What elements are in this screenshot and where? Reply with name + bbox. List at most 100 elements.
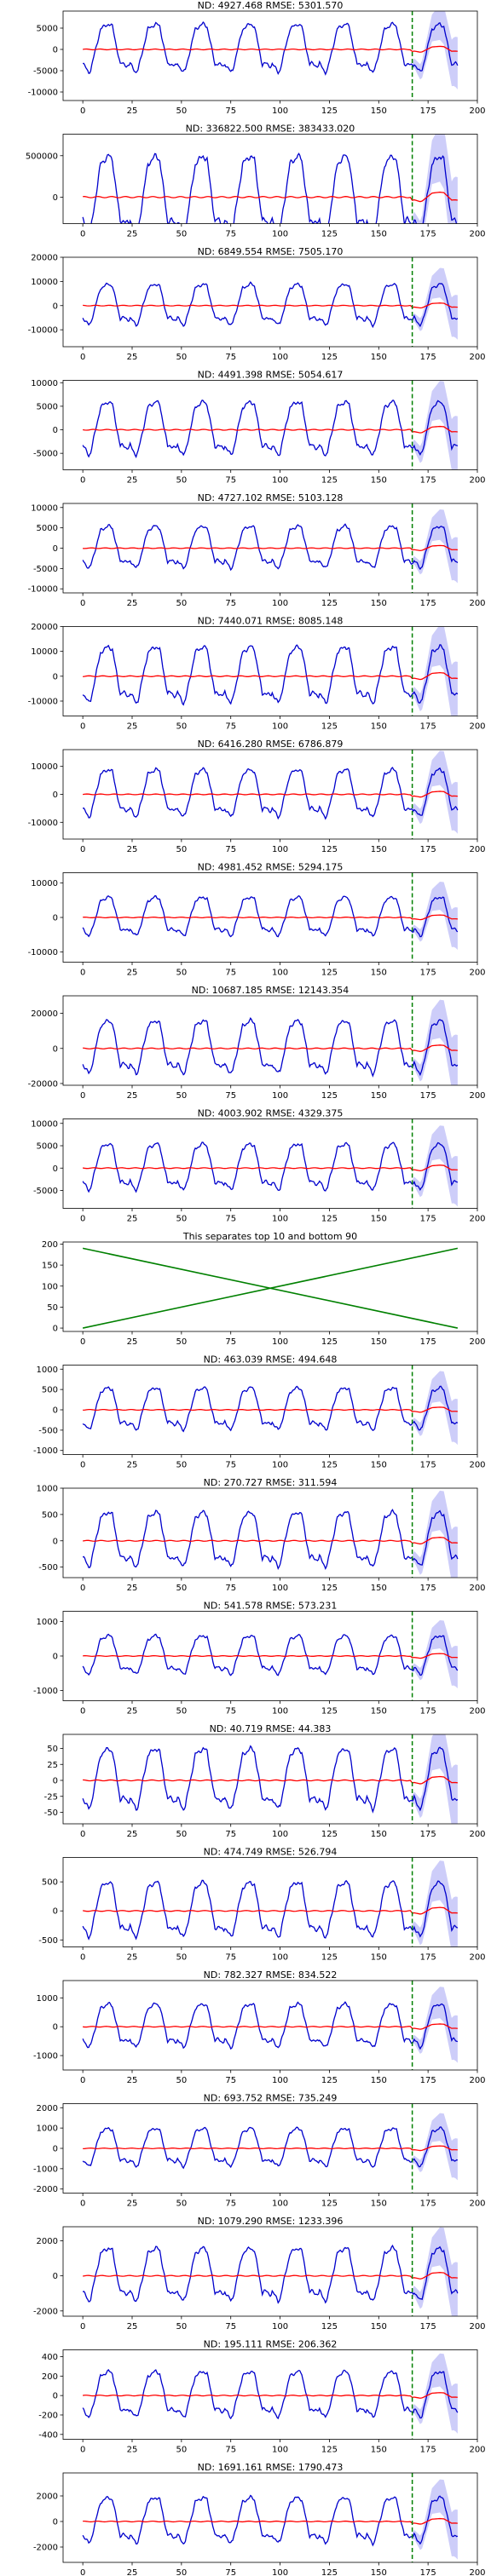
plot-area [82, 1981, 459, 2070]
x-tick-label: 75 [225, 1461, 236, 1470]
x-tick-label: 200 [469, 1584, 485, 1593]
x-tick-label: 0 [80, 1584, 85, 1593]
x-tick-label: 75 [225, 722, 236, 732]
subplot-title: ND: 4981.452 RMSE: 5294.175 [198, 862, 344, 873]
x-tick-label: 50 [176, 1707, 187, 1716]
y-tick-label: 50 [47, 1745, 58, 1754]
y-tick-label: -500 [38, 1426, 58, 1435]
y-tick-label: 0 [53, 544, 58, 554]
subplot-title: ND: 1691.161 RMSE: 1790.473 [198, 2462, 344, 2473]
subplot-title: ND: 195.111 RMSE: 206.362 [204, 2339, 338, 2350]
subplot-title: ND: 693.752 RMSE: 735.249 [204, 2093, 338, 2104]
x-tick-label: 75 [225, 845, 236, 854]
actual-line [82, 2126, 459, 2170]
y-tick-label: 20000 [31, 623, 58, 632]
x-tick-label: 100 [272, 1215, 288, 1224]
subplot-21: ND: 1691.161 RMSE: 1790.473 2000 0 -2000 0 25… [33, 2462, 486, 2576]
x-tick-label: 75 [225, 599, 236, 608]
y-tick-label: 0 [53, 2272, 58, 2281]
x-tick-label: 125 [321, 599, 338, 608]
prediction-line [83, 1537, 458, 1545]
y-tick-label: 0 [53, 46, 58, 55]
x-tick-label: 200 [469, 1337, 485, 1347]
plot-area [82, 380, 459, 470]
x-tick-label: 200 [469, 353, 485, 362]
x-tick-label: 0 [80, 2322, 85, 2332]
axes-frame [62, 10, 478, 101]
x-tick-label: 100 [272, 230, 288, 239]
x-tick-label: 150 [371, 106, 387, 116]
x-tick-label: 50 [176, 353, 187, 362]
y-tick-label: 0 [53, 2023, 58, 2033]
prediction-line [83, 914, 458, 921]
y-tick-label: -10000 [28, 698, 58, 707]
x-tick-label: 25 [127, 1461, 138, 1470]
y-tick-label: 0 [53, 302, 58, 311]
prediction-line [83, 1044, 458, 1052]
subplot-title: ND: 463.039 RMSE: 494.648 [204, 1354, 338, 1366]
subplot-16: ND: 474.749 RMSE: 526.794 500 0 -500 0 25 50 75… [38, 1847, 485, 1963]
y-tick-label: -5000 [33, 450, 58, 459]
y-tick-label: -2000 [33, 2185, 58, 2194]
y-tick-label: 2000 [37, 2237, 58, 2246]
subplot-title: ND: 7440.071 RMSE: 8085.148 [198, 616, 344, 627]
x-tick-label: 0 [80, 2568, 85, 2576]
x-tick-label: 125 [321, 1091, 338, 1101]
x-tick-label: 0 [80, 353, 85, 362]
x-tick-label: 200 [469, 230, 485, 239]
x-tick-label: 100 [272, 599, 288, 608]
y-tick-label: 0 [53, 1653, 58, 1662]
y-tick-label: -1000 [33, 1446, 58, 1456]
x-tick-label: 50 [176, 2199, 187, 2209]
y-tick-label: 10000 [31, 379, 58, 388]
x-tick-label: 200 [469, 476, 485, 486]
x-tick-label: 125 [321, 230, 338, 239]
x-tick-label: 0 [80, 230, 85, 239]
plot-area [82, 2349, 459, 2440]
y-tick-label: 2000 [37, 2104, 58, 2113]
prediction-interval [412, 134, 458, 224]
x-tick-label: 200 [469, 2568, 485, 2576]
prediction-line [83, 671, 458, 681]
axes-frame [62, 2226, 478, 2317]
subplot-17: ND: 782.327 RMSE: 834.522 1000 0 -1000 0 25 50… [33, 1969, 486, 2085]
actual-line [82, 767, 459, 820]
subplot-title: ND: 270.727 RMSE: 311.594 [204, 1477, 338, 1488]
x-tick-label: 150 [371, 599, 387, 608]
y-tick-label: -50 [44, 1808, 58, 1818]
x-tick-label: 25 [127, 1337, 138, 1347]
x-tick-label: 100 [272, 722, 288, 732]
prediction-line [83, 1775, 458, 1785]
y-tick-label: -10000 [28, 326, 58, 336]
prediction-interval [412, 1860, 458, 1947]
plot-area [82, 626, 459, 716]
x-tick-label: 100 [272, 476, 288, 486]
axes-frame [62, 1487, 478, 1578]
x-tick-label: 100 [272, 2322, 288, 2332]
axes-frame [62, 1241, 478, 1332]
y-tick-label: 0 [53, 1907, 58, 1917]
axes-frame [62, 995, 478, 1086]
x-tick-label: 75 [225, 1953, 236, 1963]
x-tick-label: 0 [80, 106, 85, 116]
plot-area [82, 1857, 459, 1947]
x-tick-label: 50 [176, 476, 187, 486]
y-tick-label: -5000 [33, 1187, 58, 1196]
y-tick-label: 0 [53, 2392, 58, 2401]
y-tick-label: -10000 [28, 948, 58, 957]
x-tick-label: 175 [420, 845, 436, 854]
x-tick-label: 100 [272, 1830, 288, 1839]
prediction-line [83, 2145, 458, 2152]
x-tick-label: 75 [225, 353, 236, 362]
prediction-interval [412, 2479, 458, 2560]
prediction-line [83, 302, 458, 309]
x-tick-label: 175 [420, 1830, 436, 1839]
x-tick-label: 0 [80, 1337, 85, 1347]
prediction-interval [412, 509, 458, 584]
x-tick-label: 150 [371, 2199, 387, 2209]
x-tick-label: 175 [420, 722, 436, 732]
prediction-interval [412, 11, 458, 90]
x-tick-label: 175 [420, 599, 436, 608]
x-tick-label: 75 [225, 2322, 236, 2332]
